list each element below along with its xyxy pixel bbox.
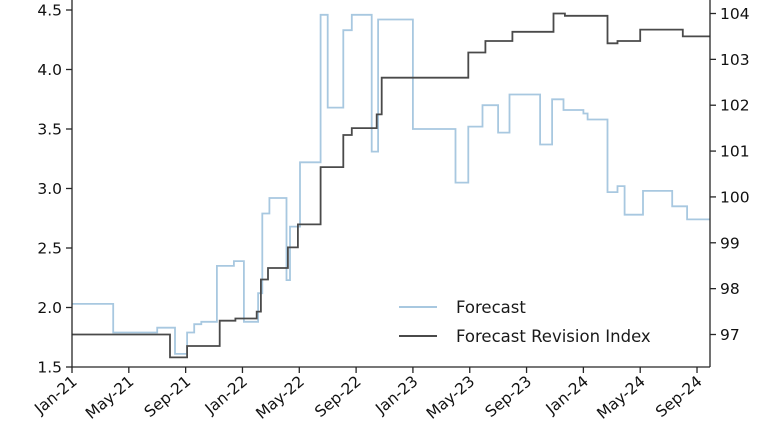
right-tick-label: 100: [720, 188, 750, 206]
forecast-line-swatch: [399, 306, 437, 308]
legend-item-forecast: Forecast: [399, 297, 651, 317]
legend: Forecast Forecast Revision Index: [399, 297, 651, 346]
left-tick-label: 4.5: [37, 2, 62, 20]
left-tick-label: 2.0: [37, 299, 62, 317]
right-tick-label: 101: [720, 143, 750, 161]
legend-item-forecast-revision-index: Forecast Revision Index: [399, 326, 651, 346]
right-tick-label: 102: [720, 97, 750, 115]
right-tick-label: 103: [720, 51, 750, 69]
forecast-revision-index-line-swatch: [399, 335, 437, 337]
left-tick-label: 4.0: [37, 61, 62, 79]
x-tick-label: May-23: [423, 372, 478, 422]
x-tick-label: May-22: [253, 372, 308, 422]
x-tick-label: May-21: [82, 372, 137, 422]
legend-label-forecast-revision-index: Forecast Revision Index: [456, 326, 651, 346]
forecast-line: [72, 13, 710, 355]
x-tick-label: Sep-24: [652, 372, 705, 421]
x-tick-label: Sep-23: [482, 372, 535, 421]
left-tick-label: 3.0: [37, 180, 62, 198]
right-tick-label: 104: [720, 5, 750, 23]
x-tick-label: Jan-22: [201, 372, 251, 418]
left-tick-label: 1.5: [37, 359, 62, 377]
right-tick-label: 98: [720, 280, 740, 298]
x-tick-label: May-24: [593, 372, 648, 422]
x-tick-label: Jan-24: [542, 372, 592, 418]
x-tick-label: Sep-22: [311, 372, 364, 421]
legend-label-forecast: Forecast: [456, 297, 526, 317]
x-tick-label: Jan-21: [31, 372, 81, 418]
left-tick-label: 3.5: [37, 121, 62, 139]
x-tick-label: Jan-23: [371, 372, 421, 418]
right-tick-label: 97: [720, 326, 740, 344]
forecast-revision-index-line: [72, 12, 710, 359]
right-tick-label: 99: [720, 234, 740, 252]
x-tick-label: Sep-21: [141, 372, 194, 421]
left-tick-label: 2.5: [37, 240, 62, 258]
